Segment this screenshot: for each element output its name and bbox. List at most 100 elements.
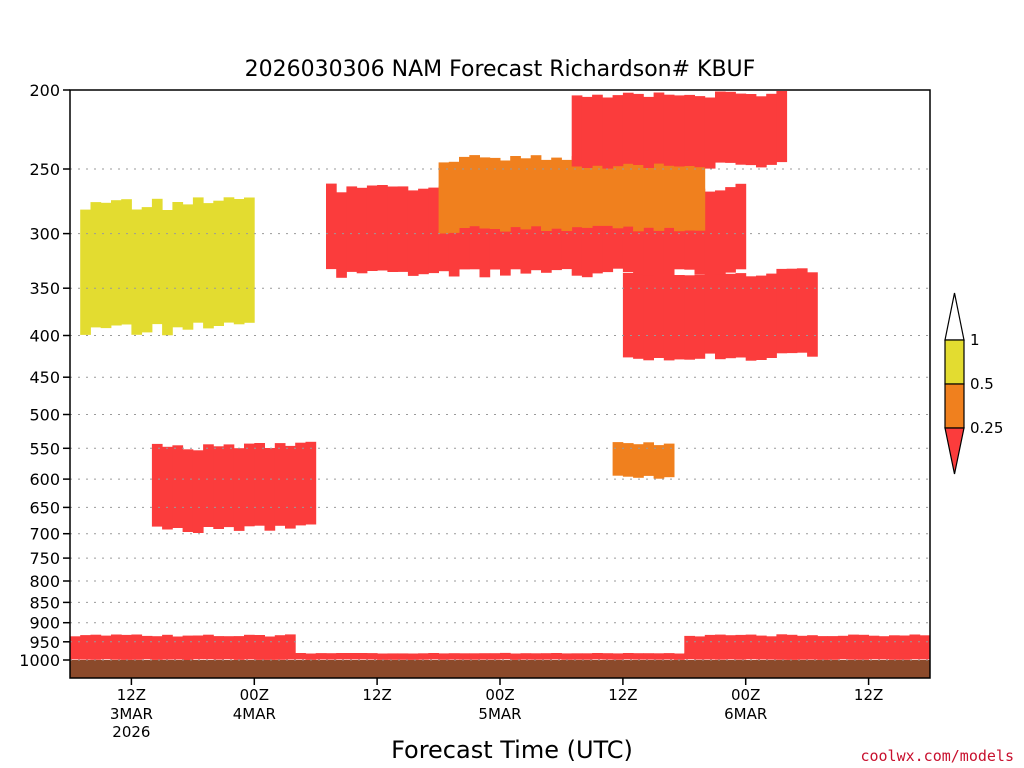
heatmap-cell [203, 203, 214, 329]
heatmap-cell [418, 188, 429, 275]
y-tick-label: 250 [29, 160, 60, 179]
heatmap-cell [80, 209, 91, 335]
heatmap-cell [592, 154, 603, 226]
heatmap-cell [878, 653, 890, 660]
heatmap-cell [694, 159, 706, 231]
heatmap-cell [223, 197, 235, 323]
x-tick-label: 00Z [240, 686, 269, 704]
heatmap-cell [448, 161, 460, 233]
heatmap-cell [776, 268, 788, 354]
x-tick-date: 4MAR [233, 705, 276, 723]
heatmap-cell [121, 653, 132, 660]
heatmap-cell [919, 653, 931, 660]
colorbar-top-arrow [944, 292, 965, 341]
y-tick-label: 700 [29, 525, 60, 544]
heatmap-cell [643, 653, 654, 660]
region-mid-level-east [622, 268, 818, 361]
heatmap-cell [735, 273, 747, 358]
heatmap-cell [776, 91, 788, 163]
heatmap-cell [192, 635, 204, 656]
y-axis: 200 250 300 350 400 450 500 550 600 650 700 750 800 8… [19, 81, 70, 670]
heatmap-cell [653, 191, 665, 277]
heatmap-cell [868, 652, 880, 660]
heatmap-cell [715, 634, 726, 655]
heatmap-cell [407, 190, 419, 276]
heatmap-cell [766, 273, 777, 358]
heatmap-cell [500, 652, 511, 660]
heatmap-cell [479, 157, 491, 229]
heatmap-cell [172, 445, 184, 528]
heatmap-cell [377, 653, 388, 660]
heatmap-cell [223, 652, 235, 660]
x-tick-label: 00Z [485, 686, 514, 704]
heatmap-cell [622, 92, 634, 164]
y-tick-label: 900 [29, 614, 60, 633]
heatmap-cell [244, 634, 255, 655]
heatmap-cell [571, 156, 583, 228]
heatmap-cell [489, 157, 501, 229]
heatmap-cell [510, 653, 521, 660]
heatmap-cell [530, 184, 542, 271]
heatmap-cell [704, 269, 716, 354]
heatmap-cell [622, 653, 634, 660]
heatmap-cell [151, 198, 163, 325]
heatmap-cell [274, 443, 286, 526]
y-tick-label: 500 [29, 406, 60, 425]
heatmap-cell [407, 653, 419, 660]
heatmap-cell [827, 636, 839, 656]
heatmap-cell [807, 272, 818, 357]
colorbar-level-label: 0.25 [970, 419, 1003, 437]
heatmap-cell [100, 652, 112, 660]
heatmap-cell [745, 94, 757, 166]
heatmap-cell [653, 653, 665, 660]
heatmap-cell [377, 185, 388, 271]
heatmap-cell [715, 91, 726, 163]
heatmap-cell [643, 156, 654, 228]
heatmap-cell [80, 653, 91, 660]
heatmap-cell [571, 95, 583, 167]
y-tick-label: 550 [29, 439, 60, 458]
heatmap-cell [264, 653, 276, 660]
heatmap-cell [315, 653, 327, 660]
y-tick-label: 1000 [19, 651, 60, 670]
heatmap-cell [254, 653, 265, 660]
heatmap-cell [121, 634, 132, 655]
heatmap-cell [612, 95, 624, 167]
heatmap-cell [162, 653, 173, 660]
x-tick-label: 12Z [117, 686, 146, 704]
heatmap-cell [766, 653, 777, 660]
heatmap-cell [70, 636, 81, 657]
heatmap-cell [735, 93, 747, 165]
ground-layer [70, 660, 930, 678]
heatmap-cell [80, 635, 91, 655]
heatmap-cell [704, 653, 716, 660]
heatmap-cell [715, 653, 726, 660]
heatmap-cell [889, 635, 900, 656]
heatmap-cell [274, 653, 286, 660]
heatmap-cell [633, 160, 644, 232]
heatmap-cell [182, 449, 194, 532]
heatmap-cell [653, 273, 665, 358]
heatmap-cell [633, 274, 644, 359]
heatmap-cell [889, 653, 900, 660]
heatmap-cell [326, 183, 337, 270]
region-upper-jet-fringe [438, 154, 706, 234]
heatmap-cell [725, 91, 736, 163]
region-mid-level-center [612, 442, 675, 479]
heatmap-cell [213, 653, 224, 660]
heatmap-cell [305, 441, 317, 525]
heatmap-cell [725, 273, 736, 359]
heatmap-cell [233, 199, 245, 325]
heatmap-cell [674, 653, 685, 660]
heatmap-cell [264, 636, 276, 657]
heatmap-cell [100, 635, 112, 656]
heatmap-cell [551, 157, 562, 229]
heatmap-cell [172, 653, 184, 660]
heatmap-cell [397, 653, 409, 660]
heatmap-cell [438, 162, 450, 234]
heatmap-cell [244, 653, 255, 660]
heatmap-cell [756, 275, 767, 360]
region-low-level-west [70, 634, 296, 657]
heatmap-cell [520, 653, 532, 660]
